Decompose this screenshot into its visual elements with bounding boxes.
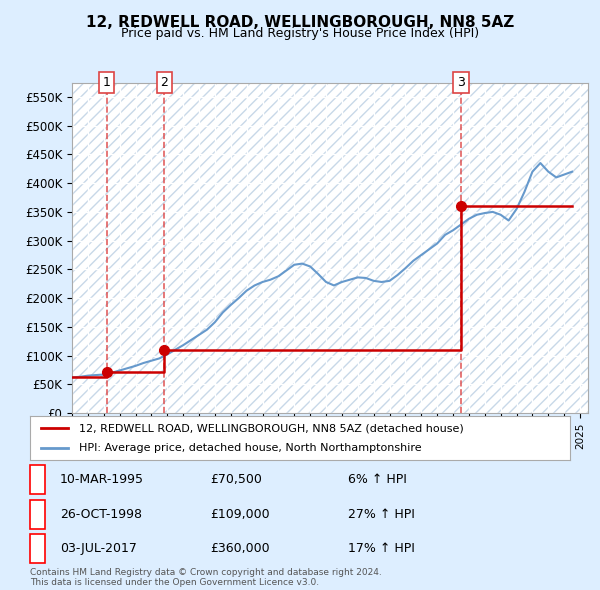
Text: 12, REDWELL ROAD, WELLINGBOROUGH, NN8 5AZ: 12, REDWELL ROAD, WELLINGBOROUGH, NN8 5A… — [86, 15, 514, 30]
Text: 2: 2 — [160, 76, 169, 89]
Text: 12, REDWELL ROAD, WELLINGBOROUGH, NN8 5AZ (detached house): 12, REDWELL ROAD, WELLINGBOROUGH, NN8 5A… — [79, 424, 463, 433]
Text: HPI: Average price, detached house, North Northamptonshire: HPI: Average price, detached house, Nort… — [79, 443, 421, 453]
Text: 17% ↑ HPI: 17% ↑ HPI — [348, 542, 415, 555]
Text: 26-OCT-1998: 26-OCT-1998 — [60, 507, 142, 520]
Text: 6% ↑ HPI: 6% ↑ HPI — [348, 473, 407, 486]
Text: 27% ↑ HPI: 27% ↑ HPI — [348, 507, 415, 520]
Text: 3: 3 — [34, 542, 41, 555]
Text: Contains HM Land Registry data © Crown copyright and database right 2024.
This d: Contains HM Land Registry data © Crown c… — [30, 568, 382, 587]
Text: Price paid vs. HM Land Registry's House Price Index (HPI): Price paid vs. HM Land Registry's House … — [121, 27, 479, 40]
Text: 3: 3 — [457, 76, 465, 89]
Text: £360,000: £360,000 — [210, 542, 269, 555]
Text: 03-JUL-2017: 03-JUL-2017 — [60, 542, 137, 555]
Text: £109,000: £109,000 — [210, 507, 269, 520]
Text: £70,500: £70,500 — [210, 473, 262, 486]
Text: 2: 2 — [34, 507, 41, 520]
Text: 10-MAR-1995: 10-MAR-1995 — [60, 473, 144, 486]
Text: 1: 1 — [34, 473, 41, 486]
Text: 1: 1 — [103, 76, 111, 89]
